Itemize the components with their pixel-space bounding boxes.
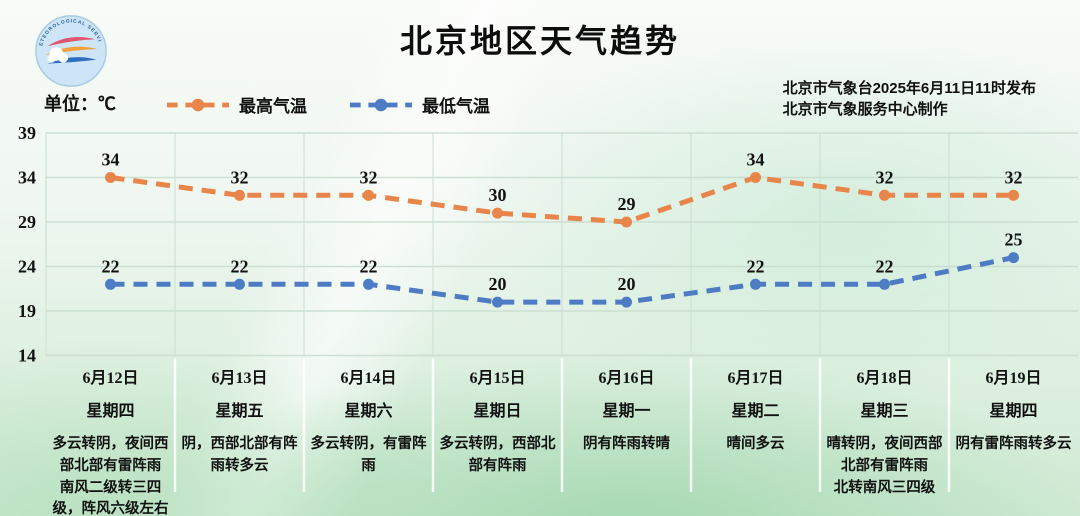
data-point-label: 22 [360, 256, 378, 276]
series-line-low [110, 255, 1015, 305]
publish-line-1: 北京市气象台2025年6月11日11时发布 [782, 80, 1036, 97]
date-label: 6月14日 [340, 370, 397, 387]
weekday-label: 星期四 [989, 403, 1038, 420]
publish-line-2: 北京市气象服务中心制作 [782, 101, 948, 118]
date-label: 6月19日 [985, 370, 1042, 387]
data-point-label: 30 [489, 185, 507, 205]
date-label: 6月13日 [211, 370, 268, 387]
data-point-label: 20 [489, 274, 507, 294]
y-axis-tick: 39 [18, 123, 36, 143]
day-column: 6月18日星期三晴转阴，夜间西部北部有雷阵雨 北转南风三四级 [820, 358, 949, 499]
data-point-label: 34 [102, 150, 120, 170]
data-point-high [363, 189, 374, 201]
y-axis-tick: 19 [18, 301, 36, 321]
y-axis-tick: 24 [18, 257, 36, 277]
legend-item-low-temp: 最低气温 [349, 92, 490, 117]
logo-red-swoosh [47, 37, 96, 47]
data-point-low [105, 278, 116, 290]
data-point-low [363, 278, 374, 290]
unit-label: 单位：℃ [44, 94, 116, 114]
data-point-label: 22 [747, 256, 765, 276]
data-point-high [234, 189, 245, 201]
data-point-low [621, 296, 632, 308]
weekday-label: 星期三 [860, 403, 909, 420]
publish-info: 北京市气象台2025年6月11日11时发布 北京市气象服务中心制作 [783, 78, 1036, 120]
weekday-label: 星期五 [215, 403, 264, 420]
y-axis-tick: 29 [18, 212, 36, 232]
data-point-low [234, 278, 245, 290]
weather-description: 晴间多云 [726, 436, 785, 452]
data-point-label: 29 [618, 194, 636, 214]
weather-description: 阴有雷阵雨转多云 [955, 436, 1072, 452]
data-point-low [1008, 252, 1019, 264]
logo-blue-swoosh [47, 57, 97, 64]
data-point-low [492, 296, 503, 308]
data-point-label: 32 [360, 167, 378, 187]
data-point-high [492, 207, 503, 219]
weather-description: 多云转阴，夜间西部北部有雷阵雨 南风二级转三四级，阵风六级左右 [52, 436, 169, 516]
weather-description: 多云转阴，有雷阵雨 [310, 436, 427, 474]
day-column: 6月12日星期四多云转阴，夜间西部北部有雷阵雨 南风二级转三四级，阵风六级左右 [46, 358, 175, 516]
data-point-label: 20 [618, 274, 636, 294]
data-point-high [750, 172, 761, 183]
date-label: 6月16日 [598, 370, 655, 387]
weekday-label: 星期六 [344, 403, 393, 420]
data-point-label: 25 [1005, 230, 1023, 250]
legend-item-high-temp: 最高气温 [166, 92, 307, 117]
series-line-high [110, 174, 1014, 225]
page-title: 北京地区天气趋势 [399, 23, 680, 59]
y-axis-tick: 14 [18, 346, 36, 366]
day-column: 6月14日星期六多云转阴，有雷阵雨 [304, 358, 433, 478]
date-label: 6月12日 [82, 370, 139, 387]
data-point-high [1008, 189, 1019, 201]
data-point-label: 22 [876, 256, 894, 276]
low-temp-line-swatch-icon [349, 98, 413, 111]
y-axis-tick: 34 [18, 168, 36, 188]
data-point-low [879, 278, 890, 290]
logo-orange-swoosh [45, 46, 98, 55]
day-column: 6月16日星期一阴有阵雨转晴 [562, 358, 691, 456]
legend-label-high-temp: 最高气温 [239, 97, 307, 116]
day-column: 6月13日星期五阴，西部北部有阵雨转多云 [175, 358, 304, 478]
weekday-label: 星期二 [731, 403, 780, 420]
weather-description: 阴，西部北部有阵雨转多云 [181, 436, 298, 474]
weather-description: 阴有阵雨转晴 [583, 436, 670, 452]
chart-legend: 最高气温 最低气温 [166, 92, 490, 117]
data-point-label: 22 [231, 256, 249, 276]
high-temp-line-swatch-icon [166, 98, 230, 111]
data-point-low [750, 278, 761, 290]
data-point-label: 22 [102, 256, 120, 276]
weekday-label: 星期四 [86, 403, 135, 420]
weather-description: 晴转阴，夜间西部北部有雷阵雨 北转南风三四级 [826, 436, 943, 496]
data-point-high [105, 172, 116, 183]
data-point-label: 32 [876, 167, 894, 187]
legend-label-low-temp: 最低气温 [422, 97, 490, 116]
data-point-label: 34 [747, 150, 765, 170]
logo-cloud [47, 54, 56, 63]
data-point-label: 32 [1005, 167, 1023, 187]
date-label: 6月15日 [469, 370, 526, 387]
weather-description: 多云转阴，西部北部有阵雨 [439, 436, 556, 474]
day-column: 6月17日星期二晴间多云 [691, 358, 820, 456]
data-point-high [621, 216, 632, 228]
data-point-high [879, 189, 890, 201]
meteorological-service-logo: METEOROLOGICAL SERVICE [35, 15, 107, 87]
day-column: 6月19日星期四阴有雷阵雨转多云 [949, 358, 1078, 456]
date-label: 6月18日 [856, 370, 913, 387]
date-label: 6月17日 [727, 370, 784, 387]
data-point-label: 32 [231, 167, 249, 187]
logo-cloud [58, 52, 69, 63]
weekday-label: 星期日 [473, 403, 522, 420]
day-column: 6月15日星期日多云转阴，西部北部有阵雨 [433, 358, 562, 478]
weekday-label: 星期一 [602, 403, 651, 420]
